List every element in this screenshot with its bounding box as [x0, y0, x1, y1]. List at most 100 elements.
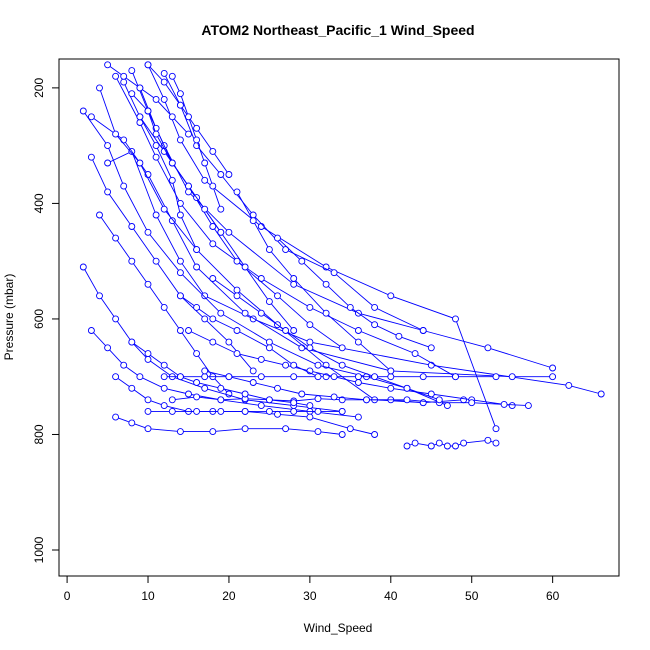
data-series: [168, 72, 225, 213]
data-point: [443, 442, 451, 450]
data-point: [290, 275, 298, 282]
data-point: [152, 130, 160, 138]
data-point: [419, 399, 427, 407]
data-point: [354, 373, 362, 381]
data-point: [176, 292, 184, 300]
data-point: [152, 257, 160, 265]
data-point: [160, 384, 168, 392]
data-point: [176, 136, 184, 144]
data-point: [160, 303, 168, 311]
plot-frame: [58, 58, 620, 577]
data-point: [282, 246, 290, 254]
series-line: [204, 370, 529, 407]
data-point: [282, 361, 290, 369]
data-point: [549, 373, 557, 381]
data-point: [314, 373, 322, 381]
data-point: [241, 407, 249, 415]
data-point: [460, 396, 468, 404]
data-point: [176, 211, 184, 219]
data-point: [354, 379, 362, 386]
data-point: [387, 367, 395, 375]
data-point: [112, 315, 120, 323]
series-line: [91, 116, 553, 378]
y-tick-label: 800: [32, 424, 46, 444]
data-point: [225, 228, 233, 236]
data-point: [217, 228, 225, 236]
data-point: [354, 327, 362, 334]
data-point: [176, 327, 184, 334]
data-point: [209, 428, 217, 436]
data-point: [193, 124, 201, 132]
data-point: [144, 355, 152, 363]
data-point: [225, 171, 233, 178]
data-point: [217, 407, 225, 415]
y-axis: 200 400 600 800 1000: [32, 78, 60, 563]
data-point: [265, 407, 273, 415]
data-point: [225, 373, 233, 381]
data-point: [201, 384, 209, 392]
data-point: [185, 390, 192, 398]
data-point: [128, 384, 136, 392]
data-series: [201, 367, 532, 410]
data-point: [201, 159, 209, 167]
data-point: [193, 407, 201, 415]
data-point: [201, 373, 209, 381]
data-point: [160, 402, 168, 410]
data-point: [387, 384, 395, 392]
plot-area: [79, 61, 605, 450]
data-point: [346, 425, 354, 433]
data-point: [120, 136, 128, 144]
data-point: [241, 263, 249, 271]
data-point: [87, 327, 95, 334]
data-point: [330, 393, 338, 401]
data-point: [136, 113, 144, 121]
data-point: [282, 425, 290, 433]
data-point: [160, 205, 168, 213]
data-point: [104, 159, 112, 167]
data-point: [96, 292, 103, 300]
data-point: [363, 396, 370, 404]
data-point: [274, 410, 281, 418]
data-series: [185, 327, 516, 410]
data-point: [435, 439, 443, 447]
data-series: [403, 436, 500, 450]
data-point: [290, 361, 298, 369]
data-series: [136, 113, 201, 254]
data-point: [306, 338, 314, 346]
data-point: [452, 315, 459, 323]
data-point: [387, 373, 395, 381]
data-point: [193, 379, 201, 386]
data-point: [152, 95, 160, 103]
data-point: [168, 176, 176, 184]
series-line: [188, 330, 513, 407]
data-point: [209, 315, 217, 323]
data-point: [217, 396, 225, 404]
data-point: [508, 373, 516, 381]
data-point: [128, 338, 136, 346]
x-tick-label: 20: [222, 589, 236, 603]
data-point: [338, 361, 346, 369]
data-point: [112, 413, 120, 421]
data-point: [452, 373, 459, 381]
data-point: [443, 402, 451, 410]
data-point: [193, 263, 201, 271]
data-point: [136, 159, 144, 167]
data-point: [403, 396, 411, 404]
data-point: [257, 402, 265, 410]
data-point: [371, 373, 379, 381]
data-series: [209, 275, 443, 404]
data-point: [112, 373, 120, 381]
data-point: [257, 373, 265, 381]
data-point: [120, 78, 128, 86]
data-point: [371, 303, 379, 311]
data-point: [306, 344, 314, 352]
data-point: [152, 153, 160, 161]
data-point: [217, 384, 225, 392]
data-series: [104, 61, 192, 138]
data-point: [338, 407, 346, 415]
data-point: [411, 350, 419, 358]
data-point: [96, 211, 103, 219]
data-point: [452, 442, 459, 450]
data-point: [249, 379, 257, 386]
